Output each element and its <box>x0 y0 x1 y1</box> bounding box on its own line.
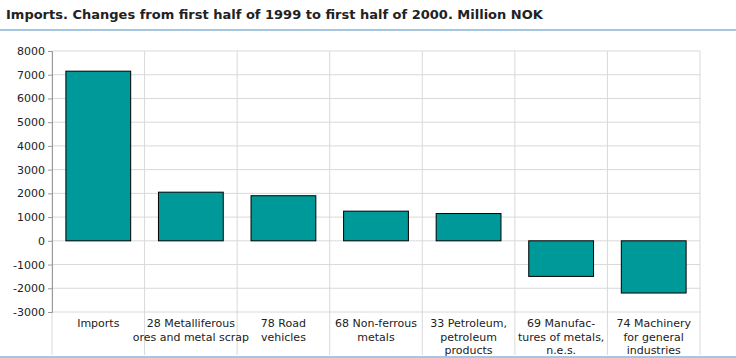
category-separator <box>422 51 423 355</box>
y-tick-label: -3000 <box>13 306 45 319</box>
y-tick: 3000 <box>17 164 52 177</box>
y-tick-label: 6000 <box>17 92 45 105</box>
x-tick-label: 68 Non-ferrousmetals <box>335 317 417 344</box>
bar <box>66 71 131 241</box>
grid-line <box>52 312 700 313</box>
x-tick-label: 78 Roadvehicles <box>261 317 306 344</box>
grid-line <box>52 145 700 146</box>
y-tick-label: 8000 <box>17 45 45 58</box>
x-tick-label: Imports <box>77 317 120 330</box>
title: Imports. Changes from first half of 1999… <box>6 7 544 22</box>
grid-line <box>52 51 700 52</box>
grid-line <box>52 98 700 99</box>
grid-line <box>52 169 700 170</box>
x-tick-label: 69 Manufac-tures of metals,n.e.s. <box>518 317 604 357</box>
bar <box>251 196 316 241</box>
y-tick-mark <box>48 241 52 242</box>
category-separator <box>329 51 330 355</box>
y-tick: 2000 <box>17 187 52 200</box>
grid <box>52 51 700 355</box>
grid-line <box>52 264 700 265</box>
y-tick: -3000 <box>13 306 52 319</box>
x-tick-label: 74 Machineryfor generalindustries <box>616 317 691 357</box>
y-tick-label: 3000 <box>17 164 45 177</box>
x-tick-label: 33 Petroleum,petroleumproducts <box>430 317 507 357</box>
y-tick-mark <box>48 75 52 76</box>
y-tick-mark <box>48 265 52 266</box>
y-tick: -2000 <box>13 282 52 295</box>
y-tick: 4000 <box>17 140 52 153</box>
x-tick-label: 28 Metalliferousores and metal scrap <box>133 317 249 344</box>
y-tick-label: 7000 <box>17 69 45 82</box>
y-axis: -3000 -2000 -1000 0 1000 2000 3000 4000 5000 6000… <box>13 45 52 319</box>
grid-line <box>52 74 700 75</box>
y-tick-mark <box>48 170 52 171</box>
category-separator <box>607 51 608 355</box>
bar <box>436 214 501 241</box>
y-tick: 0 <box>38 235 52 248</box>
category-separator <box>700 51 701 355</box>
y-tick-label: 1000 <box>17 211 45 224</box>
grid-line <box>52 288 700 289</box>
bar <box>529 241 594 277</box>
chart: Imports. Changes from first half of 1999… <box>0 0 736 358</box>
y-tick-mark <box>48 51 52 52</box>
bar <box>158 192 223 241</box>
y-axis-line <box>48 52 53 313</box>
y-tick: 7000 <box>17 69 52 82</box>
y-tick-mark <box>48 217 52 218</box>
y-tick-mark <box>48 312 52 313</box>
y-tick-mark <box>48 98 52 99</box>
grid-line <box>52 122 700 123</box>
bar <box>344 211 409 241</box>
y-tick-label: 4000 <box>17 140 45 153</box>
y-tick-label: 5000 <box>17 116 45 129</box>
y-tick: 6000 <box>17 92 52 105</box>
y-tick-label: -1000 <box>13 259 45 272</box>
title-rule <box>0 30 736 31</box>
y-tick: 1000 <box>17 211 52 224</box>
bottom-rule <box>0 357 736 358</box>
category-separator <box>144 51 145 355</box>
y-tick-label: 2000 <box>17 187 45 200</box>
bars <box>66 71 686 293</box>
y-tick-label: 0 <box>38 235 45 248</box>
category-separator <box>237 51 238 355</box>
y-tick: 8000 <box>17 45 52 58</box>
x-axis: Imports 28 Metalliferousores and metal sc… <box>77 317 691 357</box>
grid-line <box>52 193 700 194</box>
y-tick: -1000 <box>13 259 52 272</box>
y-tick-label: -2000 <box>13 282 45 295</box>
y-tick: 5000 <box>17 116 52 129</box>
y-tick-mark <box>48 146 52 147</box>
y-tick-mark <box>48 193 52 194</box>
y-tick-mark <box>48 122 52 123</box>
category-separator <box>514 51 515 355</box>
y-tick-mark <box>48 288 52 289</box>
bar <box>621 241 686 293</box>
